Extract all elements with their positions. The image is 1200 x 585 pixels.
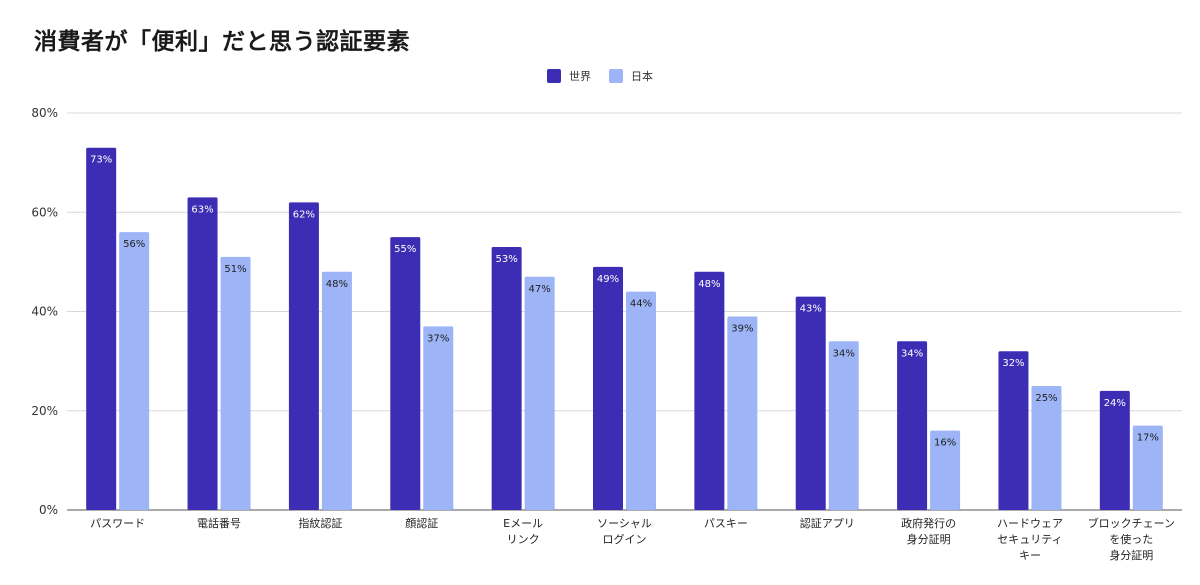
bar-japan bbox=[119, 232, 150, 510]
legend-swatch-japan bbox=[609, 69, 623, 83]
data-label-world: 73% bbox=[90, 155, 112, 166]
data-label-japan: 37% bbox=[427, 333, 449, 344]
legend-item-world[interactable]: 世界 bbox=[547, 68, 591, 84]
bar-japan bbox=[1132, 425, 1163, 510]
bar-japan bbox=[220, 256, 251, 510]
data-label-japan: 56% bbox=[123, 239, 145, 250]
bar-japan bbox=[626, 291, 656, 510]
data-label-world: 34% bbox=[901, 348, 923, 359]
y-tick-label: 60% bbox=[31, 205, 58, 219]
x-tick-label: 指紋認証 bbox=[298, 516, 342, 530]
x-tick-label: パスワード bbox=[90, 517, 145, 530]
chart-title: 消費者が「便利」だと思う認証要素 bbox=[34, 29, 410, 55]
x-tick-label: Eメールリンク bbox=[503, 517, 543, 546]
bar-world bbox=[86, 147, 117, 511]
bar-japan bbox=[930, 430, 961, 510]
data-label-world: 49% bbox=[597, 274, 619, 285]
y-tick-label: 80% bbox=[31, 106, 58, 120]
x-tick-label: 電話番号 bbox=[197, 516, 241, 530]
bar-world bbox=[491, 246, 522, 511]
data-label-world: 53% bbox=[496, 254, 518, 265]
bar-world bbox=[390, 237, 421, 510]
data-label-world: 62% bbox=[293, 209, 315, 220]
x-tick-label: 認証アプリ bbox=[800, 516, 855, 530]
x-tick-label: 顔認証 bbox=[405, 516, 438, 530]
data-label-japan: 25% bbox=[1035, 393, 1057, 404]
data-label-japan: 39% bbox=[731, 323, 753, 334]
legend: 世界 日本 bbox=[0, 68, 1200, 84]
data-label-japan: 16% bbox=[934, 438, 956, 449]
x-tick-label: ブロックチェーンを使った身分証明 bbox=[1088, 516, 1175, 562]
y-tick-label: 40% bbox=[31, 305, 58, 319]
legend-swatch-world bbox=[547, 69, 561, 83]
data-label-japan: 51% bbox=[224, 264, 246, 275]
data-label-world: 24% bbox=[1104, 398, 1126, 409]
legend-label-japan: 日本 bbox=[631, 70, 653, 83]
bar-japan bbox=[423, 326, 454, 510]
bar-japan bbox=[321, 271, 352, 510]
x-tick-label: パスキー bbox=[704, 517, 748, 530]
bar-world bbox=[795, 296, 826, 510]
x-tick-label: ソーシャルログイン bbox=[597, 517, 652, 546]
legend-label-world: 世界 bbox=[569, 70, 591, 83]
bar-japan bbox=[1031, 385, 1062, 510]
bar-world bbox=[288, 202, 319, 510]
y-tick-label: 0% bbox=[39, 503, 58, 517]
data-label-world: 32% bbox=[1002, 358, 1024, 369]
data-label-world: 55% bbox=[394, 244, 416, 255]
data-label-world: 63% bbox=[191, 204, 213, 215]
y-tick-label: 20% bbox=[31, 404, 58, 418]
bar-world bbox=[897, 341, 928, 510]
bar-japan bbox=[524, 276, 555, 510]
bar-world bbox=[998, 351, 1029, 510]
data-label-japan: 47% bbox=[529, 284, 551, 295]
data-label-japan: 34% bbox=[833, 348, 855, 359]
data-label-world: 48% bbox=[698, 279, 720, 290]
bar-japan bbox=[727, 316, 758, 510]
legend-item-japan[interactable]: 日本 bbox=[609, 68, 653, 84]
data-label-japan: 44% bbox=[630, 299, 652, 310]
bar-world bbox=[593, 266, 623, 510]
data-label-japan: 17% bbox=[1137, 433, 1159, 444]
bar-world bbox=[187, 197, 218, 511]
bar-world bbox=[694, 271, 725, 510]
bar-japan bbox=[828, 341, 859, 510]
data-label-world: 43% bbox=[800, 304, 822, 315]
x-tick-label: 政府発行の身分証明 bbox=[901, 516, 956, 546]
x-tick-label: ハードウェアセキュリティキー bbox=[997, 517, 1063, 562]
bar-world bbox=[1099, 390, 1130, 510]
data-label-japan: 48% bbox=[326, 279, 348, 290]
